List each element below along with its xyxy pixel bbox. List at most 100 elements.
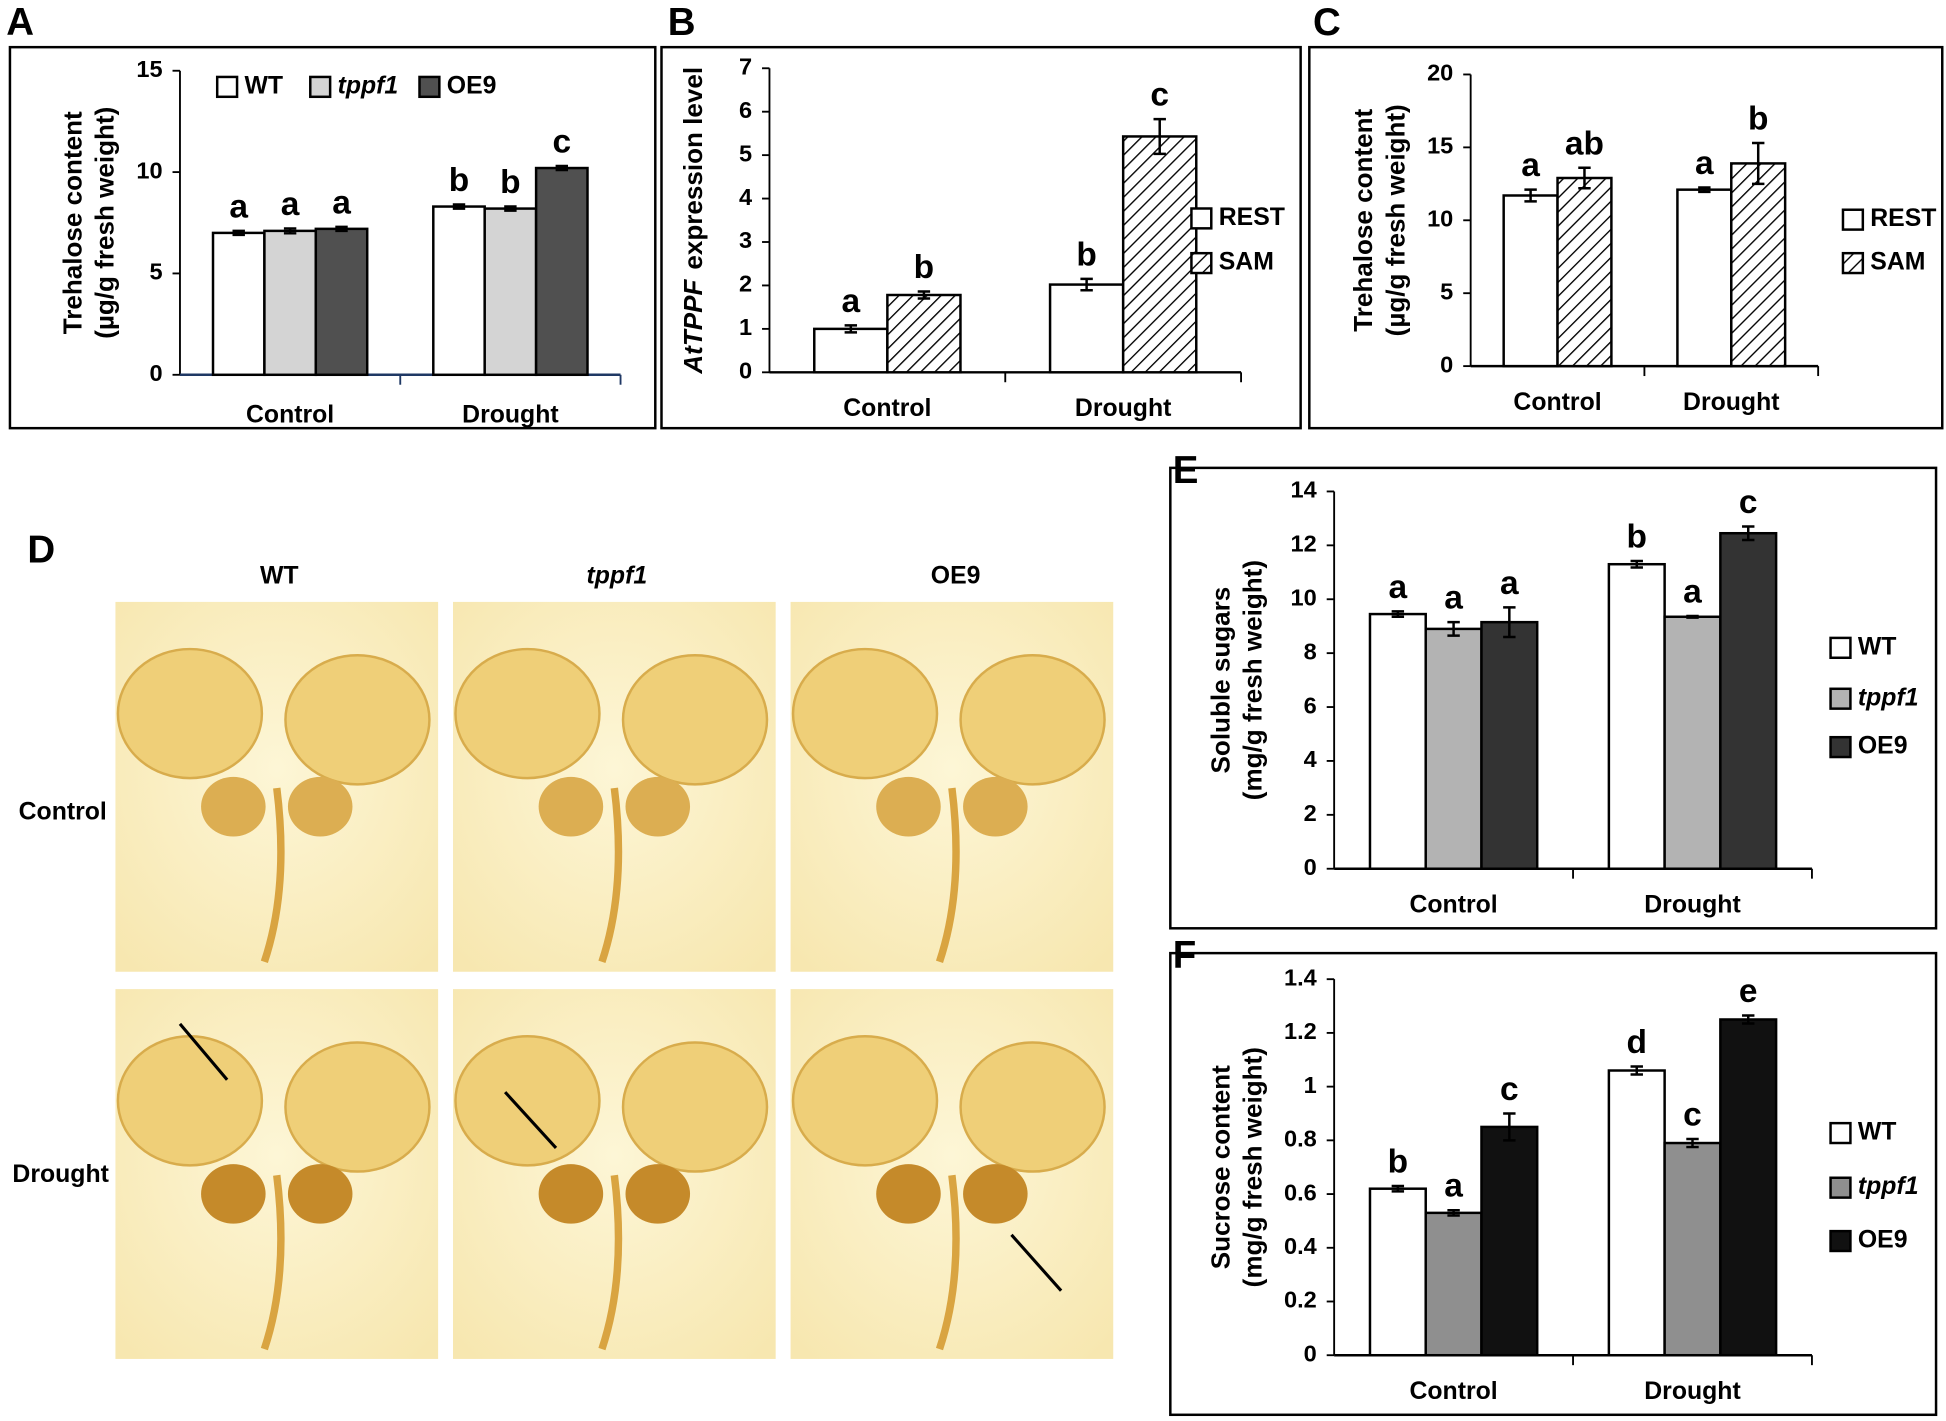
significance-letter: a [1683, 573, 1702, 610]
arrow [503, 1091, 558, 1150]
legend-label: SAM [1870, 249, 1925, 276]
y-axis-label: (mg/g fresh weight) [1238, 560, 1268, 800]
bar [263, 229, 318, 377]
significance-letter: a [841, 283, 860, 320]
legend-label: tppf1 [1858, 684, 1919, 711]
seedling-stem [260, 1174, 285, 1351]
column-label: OE9 [931, 563, 981, 590]
legend-swatch [1190, 251, 1213, 275]
y-tick-label: 2 [1304, 800, 1317, 826]
chart-panel: A 0 5 10 15 Trehalose content (µg/g fresh weig… [6, 1, 657, 430]
bar [432, 205, 486, 377]
error-bar [1698, 186, 1711, 194]
legend-swatch [418, 75, 441, 99]
legend-swatch [1190, 207, 1213, 230]
error-bar [1080, 277, 1093, 292]
y-axis-label: Trehalose content [57, 111, 87, 334]
legend-swatch [1829, 1176, 1852, 1199]
y-tick-label: 0 [739, 358, 752, 384]
error-bar [335, 225, 348, 233]
significance-letter: a [332, 184, 351, 221]
leaf [287, 1164, 353, 1224]
legend-swatch [215, 75, 239, 99]
cotyledon [791, 647, 939, 780]
chart-panel: E 0 2 4 6 8 10 12 14 Soluble sugars (mg/g fresh we… [1169, 449, 1938, 930]
error-bar [1391, 610, 1405, 619]
panel-frame [1308, 45, 1944, 430]
significance-letter: b [1627, 518, 1647, 555]
significance-letter: a [229, 188, 248, 225]
y-axis-label: Soluble sugars [1205, 587, 1235, 774]
panel-label: D [27, 528, 55, 571]
leaf [963, 1164, 1028, 1224]
leaf [201, 1164, 266, 1224]
panel-label: E [1173, 449, 1199, 492]
y-tick-label: 0 [1440, 351, 1453, 377]
legend-swatch [1829, 735, 1852, 759]
error-bar [1578, 166, 1591, 190]
bar [1048, 283, 1125, 374]
column-label: WT [260, 563, 299, 590]
leaf [963, 776, 1028, 837]
significance-letter: a [1444, 580, 1463, 617]
y-tick-label: 4 [1304, 746, 1317, 772]
y-tick-label: 10 [1427, 206, 1453, 232]
y-tick-label: 4 [739, 184, 752, 210]
cotyledon [959, 1041, 1106, 1173]
significance-letter: b [500, 164, 520, 201]
error-bar [917, 290, 931, 300]
significance-letter: b [914, 249, 934, 286]
bar [1368, 612, 1427, 870]
y-axis-label: (µg/g fresh weight) [90, 107, 120, 339]
cotyledon [116, 647, 264, 780]
bar [1663, 1141, 1722, 1357]
legend-label: WT [245, 72, 284, 99]
y-tick-label: 6 [739, 97, 752, 123]
leaf [625, 1164, 691, 1224]
seedling-stem [935, 1174, 960, 1351]
legend-swatch [1829, 1229, 1852, 1253]
error-bar [283, 227, 297, 235]
x-tick-label: Drought [1075, 395, 1171, 422]
seedling-stem [598, 1174, 623, 1351]
bar [211, 231, 266, 377]
bar [1607, 1069, 1666, 1357]
cotyledon [284, 654, 431, 786]
leaf [876, 1164, 941, 1224]
error-bar [1630, 559, 1643, 569]
bar [1368, 1187, 1427, 1357]
y-tick-label: 8 [1304, 638, 1317, 664]
significance-letter: a [281, 186, 300, 223]
significance-letter: c [1683, 1097, 1702, 1134]
bar [1663, 615, 1722, 870]
significance-letter: c [552, 124, 571, 161]
significance-letter: a [1389, 569, 1408, 606]
legend-swatch [1829, 636, 1852, 659]
error-bar [1752, 141, 1765, 186]
bar [314, 227, 369, 377]
error-bar [1447, 620, 1460, 637]
bar [1556, 176, 1613, 368]
error-bar [555, 164, 569, 172]
panel-label: B [668, 1, 696, 44]
significance-letter: a [1521, 147, 1540, 184]
panel-label: C [1313, 1, 1341, 44]
arrow [178, 1022, 229, 1081]
chart-panel: C 0 5 10 15 20 Trehalose content (µg/g fresh we… [1308, 1, 1944, 430]
arrow [1010, 1233, 1063, 1292]
legend-label: tppf1 [338, 72, 399, 99]
error-bar [1742, 525, 1755, 542]
error-bar [1391, 1184, 1405, 1193]
legend-label: REST [1870, 205, 1936, 232]
significance-letter: c [1739, 484, 1758, 521]
x-tick-label: Drought [1644, 892, 1740, 919]
cotyledon [621, 654, 769, 786]
y-tick-label: 3 [739, 227, 752, 253]
y-tick-label: 0 [149, 360, 162, 386]
significance-letter: a [1500, 565, 1519, 602]
bar [1719, 531, 1778, 870]
panel-label: F [1173, 934, 1197, 977]
chart-panel: B 0 1 2 3 4 5 6 7 AtTPPF expression level Control a b… [660, 1, 1302, 430]
y-tick-label: 6 [1304, 692, 1317, 718]
